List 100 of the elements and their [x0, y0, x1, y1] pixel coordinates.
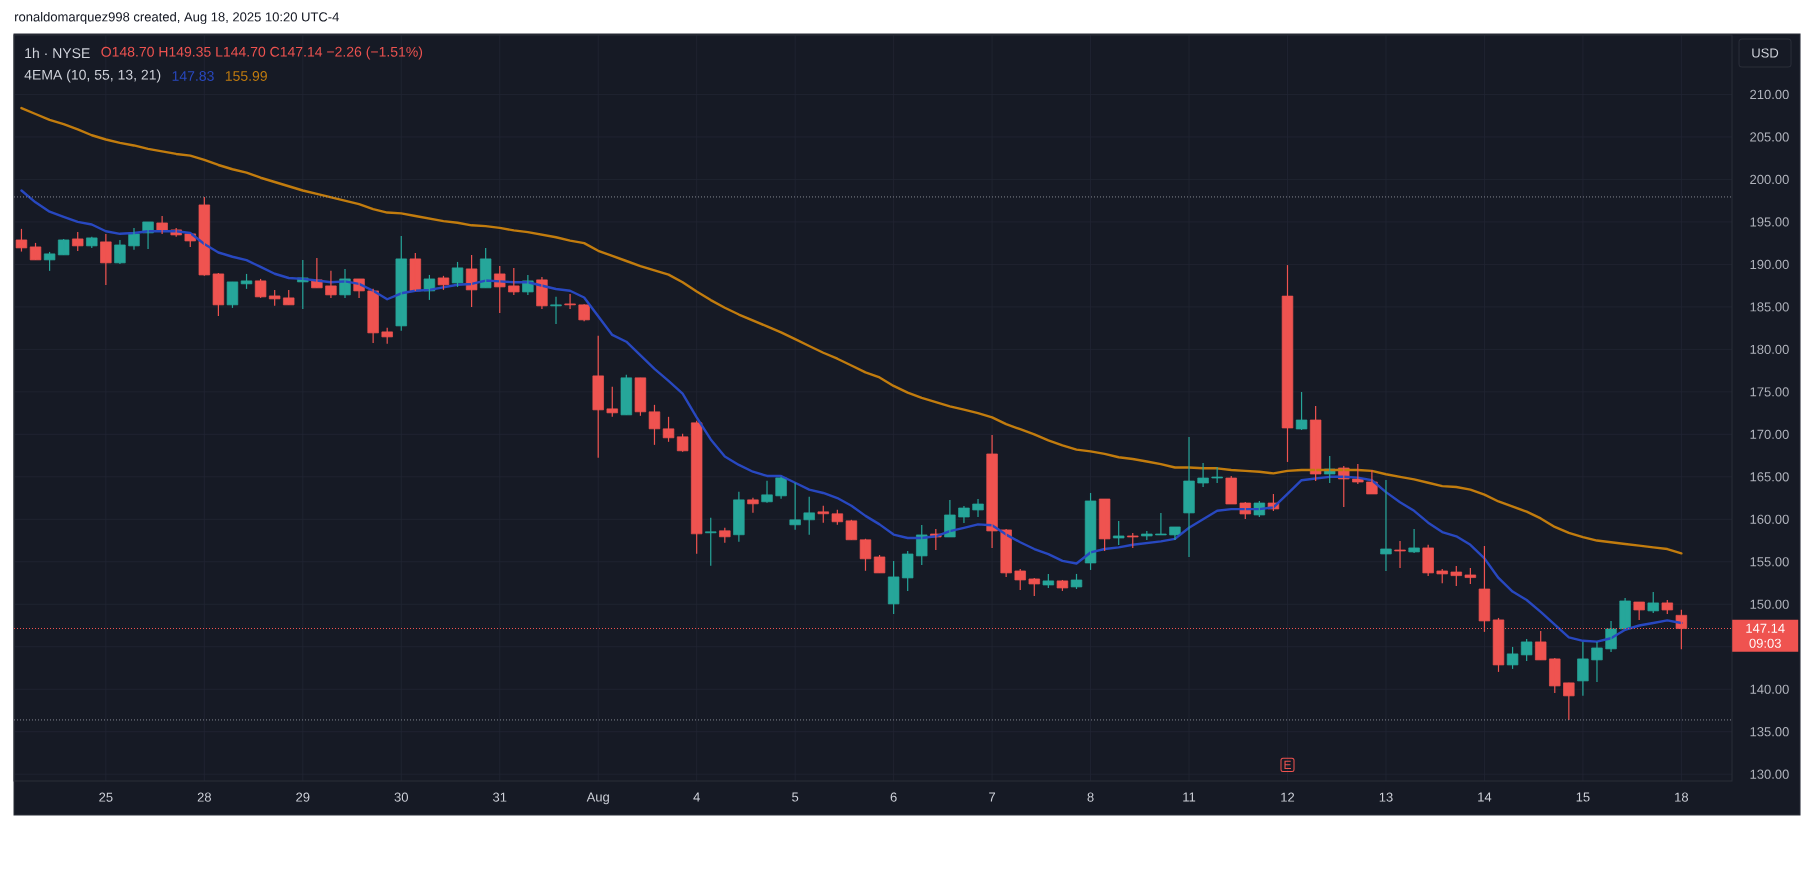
text: 1h · NYSE	[25, 47, 90, 59]
y-tick-label: 160.00	[1750, 514, 1789, 524]
x-tick-label: 25	[99, 792, 113, 802]
candlestick	[1591, 641, 1603, 683]
candlestick	[1520, 638, 1533, 662]
candlestick	[1394, 540, 1406, 569]
candlestick	[212, 272, 225, 317]
candlestick	[705, 517, 717, 567]
annotation: 155.99	[225, 71, 267, 81]
candlestick	[198, 196, 211, 277]
y-tick-label: 210.00	[1750, 89, 1789, 100]
candlestick	[845, 519, 858, 541]
annotation: 147.83	[172, 71, 214, 81]
candlestick	[1169, 526, 1181, 541]
y-tick-label: 140.00	[1750, 684, 1789, 694]
y-tick-label: 150.00	[1750, 599, 1789, 609]
text: 4EMA (10, 55, 13, 21)	[24, 69, 161, 83]
candlestick	[1309, 405, 1322, 482]
y-tick-label: 155.00	[1750, 557, 1789, 567]
candlestick	[662, 416, 675, 443]
candlestick	[1112, 520, 1125, 546]
x-tick-label: 29	[296, 792, 310, 802]
annotation: E	[1284, 760, 1291, 769]
candlestick	[676, 433, 689, 453]
y-tick-label: 165.00	[1750, 472, 1789, 482]
candlestick	[972, 498, 984, 518]
candlestick	[100, 233, 112, 286]
candlestick	[1563, 682, 1575, 721]
x-tick-label: 5	[792, 792, 799, 802]
candlestick	[1450, 565, 1462, 587]
candlestick	[1000, 528, 1012, 578]
candlestick	[128, 227, 140, 251]
x-tick-label: 31	[493, 792, 507, 802]
candlestick	[916, 524, 928, 566]
candlestick	[508, 267, 520, 296]
y-tick-label: 130.00	[1750, 769, 1789, 779]
x-tick-label: 28	[197, 792, 211, 802]
candlestick	[1028, 577, 1040, 597]
x-tick-label: 18	[1675, 792, 1689, 802]
candlestick	[1183, 436, 1195, 558]
y-tick-label: 175.00	[1750, 387, 1789, 397]
y-tick-label: 195.00	[1750, 217, 1789, 227]
x-tick-label: Aug	[586, 792, 609, 805]
text: 09:03	[1749, 638, 1781, 648]
x-tick-label: 7	[989, 792, 996, 802]
y-tick-label: 190.00	[1750, 259, 1789, 269]
y-tick-label: 200.00	[1750, 174, 1789, 185]
candlestick	[451, 261, 464, 288]
y-tick-label: 185.00	[1750, 302, 1789, 312]
y-tick-label: 135.00	[1750, 727, 1789, 737]
candlestick	[1295, 391, 1308, 431]
candlestick	[789, 482, 801, 531]
candlestick	[1225, 475, 1237, 505]
candlestick	[1014, 568, 1026, 591]
x-tick-label: 12	[1281, 792, 1295, 802]
text: ronaldomarquez998 created, Aug 18, 2025 10:20 UTC-4	[15, 11, 339, 25]
candlestick	[761, 480, 773, 504]
x-tick-label: 13	[1379, 792, 1393, 802]
candlestick	[1155, 512, 1167, 536]
candlestick	[958, 505, 970, 524]
candlestick	[1197, 462, 1209, 488]
candlestick	[43, 251, 56, 272]
y-tick-label: 170.00	[1750, 429, 1789, 439]
candlestick	[1422, 544, 1434, 577]
x-tick-label: 30	[394, 792, 408, 802]
x-tick-label: 8	[1087, 792, 1094, 802]
candlestick	[1098, 498, 1111, 552]
x-tick-label: 15	[1576, 792, 1590, 802]
candlestick	[803, 496, 815, 536]
candlestick	[648, 404, 661, 446]
candlestick	[409, 252, 422, 292]
candlestick	[1352, 463, 1364, 485]
candlestick	[395, 235, 407, 332]
candlestick	[1577, 641, 1589, 697]
candlestick	[325, 270, 337, 299]
candlestick	[114, 239, 126, 265]
candlestick	[465, 254, 478, 308]
candlestick	[72, 231, 84, 252]
candlestick	[550, 296, 562, 325]
x-tick-label: 6	[890, 792, 897, 802]
candlestick	[479, 247, 492, 289]
candlestick	[1506, 646, 1519, 670]
candlestick	[1647, 591, 1659, 614]
ref-line-label: 147.14	[1746, 623, 1785, 633]
text: USD	[1752, 48, 1779, 58]
x-tick-label: 14	[1478, 792, 1492, 802]
candlestick	[564, 293, 576, 310]
candlestick	[634, 377, 647, 417]
x-tick-label: 4	[693, 792, 700, 802]
candlestick	[747, 497, 759, 514]
candlestick	[606, 386, 618, 418]
candlestick	[620, 374, 633, 416]
candlestick	[592, 335, 604, 459]
candlestick	[1549, 657, 1561, 694]
x-tick-label: 11	[1183, 792, 1196, 802]
candlestick	[887, 560, 900, 615]
candlestick	[254, 278, 267, 299]
candlestick	[1380, 479, 1392, 572]
candlestick	[690, 420, 703, 555]
y-tick-label: 180.00	[1750, 344, 1789, 354]
